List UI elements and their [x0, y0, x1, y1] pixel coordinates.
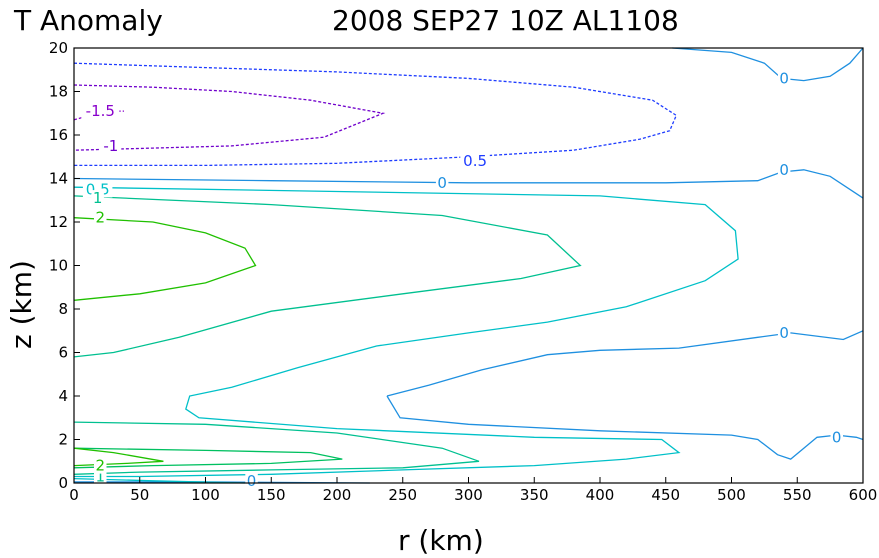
x-tick-label: 200 [323, 486, 352, 504]
contour-line [73, 84, 386, 151]
x-tick-label: 500 [717, 486, 746, 504]
contour-label-bg [100, 137, 122, 154]
x-tick-label: 600 [849, 486, 878, 504]
contour-line [386, 330, 864, 397]
contour-line [73, 169, 864, 199]
contour-label-bg [777, 324, 791, 341]
x-tick-label: 150 [257, 486, 286, 504]
contour-label: 1 [96, 468, 106, 486]
contour-label: -1 [103, 137, 118, 155]
x-tick-label: 50 [130, 486, 149, 504]
y-tick-label: 6 [58, 344, 68, 362]
y-tick-label: 16 [49, 126, 68, 144]
contour-label: 0 [437, 174, 447, 192]
contour-label-bg [81, 103, 120, 120]
x-tick-label: 250 [388, 486, 417, 504]
contour-label-bg [91, 190, 104, 207]
contour-label: 2 [96, 209, 106, 227]
x-axis-label: r (km) [398, 524, 484, 557]
y-tick-label: 0 [58, 474, 68, 492]
x-tick-label: 450 [651, 486, 680, 504]
y-tick-label: 20 [49, 39, 68, 57]
contour-line [73, 217, 257, 301]
x-axis-ticks: 0 50 100 150 200 250 300 350 400 450 500 550 600 [69, 477, 877, 504]
contour-label-bg [94, 209, 107, 226]
contour-label: 0 [779, 161, 789, 179]
x-tick-label: 100 [191, 486, 220, 504]
contour-line [73, 186, 739, 478]
x-tick-label: 300 [454, 486, 483, 504]
y-tick-label: 10 [49, 257, 68, 275]
y-axis-ticks: 0 2 4 6 8 10 12 14 16 18 20 [49, 39, 80, 492]
contour-label-bg [777, 161, 791, 178]
contour-label-bg [460, 153, 490, 170]
y-tick-label: 18 [49, 83, 68, 101]
y-tick-label: 8 [58, 300, 68, 318]
contour-label: -1.5 [86, 102, 115, 120]
contour-label-bg [94, 457, 107, 474]
contour-label: 0 [779, 69, 789, 87]
x-tick-label: 0 [69, 486, 79, 504]
x-tick-label: 550 [783, 486, 812, 504]
y-tick-label: 14 [49, 170, 68, 188]
contour-line [73, 62, 678, 167]
y-axis-label: z (km) [5, 260, 38, 349]
chart-subtitle: 2008 SEP27 10Z AL1108 [332, 4, 679, 37]
plot-frame [73, 47, 864, 484]
contour-label: 0 [247, 472, 257, 490]
contour-label-bg [245, 472, 258, 489]
contour-line [73, 447, 164, 467]
contour-line [672, 47, 864, 82]
y-tick-label: 12 [49, 213, 68, 231]
contour-line [73, 447, 343, 469]
contour-lines [73, 47, 864, 484]
contour-line [73, 421, 480, 475]
contour-label: 0.5 [463, 152, 487, 170]
x-tick-label: 350 [520, 486, 549, 504]
x-tick-label: 400 [586, 486, 615, 504]
contour-label: 2 [96, 457, 106, 475]
contour-label: 0 [832, 428, 842, 446]
contour-label: 0 [779, 324, 789, 342]
contour-label-bg [435, 174, 449, 191]
contour-label-bg [830, 429, 843, 446]
chart-title: T Anomaly [13, 4, 163, 37]
y-tick-label: 2 [58, 431, 68, 449]
contour-label: 1 [93, 189, 103, 207]
contour-line [73, 195, 582, 358]
contour-label-bg [82, 181, 113, 198]
contour-label-bg [777, 70, 791, 87]
y-tick-label: 4 [58, 387, 68, 405]
contour-line [386, 395, 864, 460]
